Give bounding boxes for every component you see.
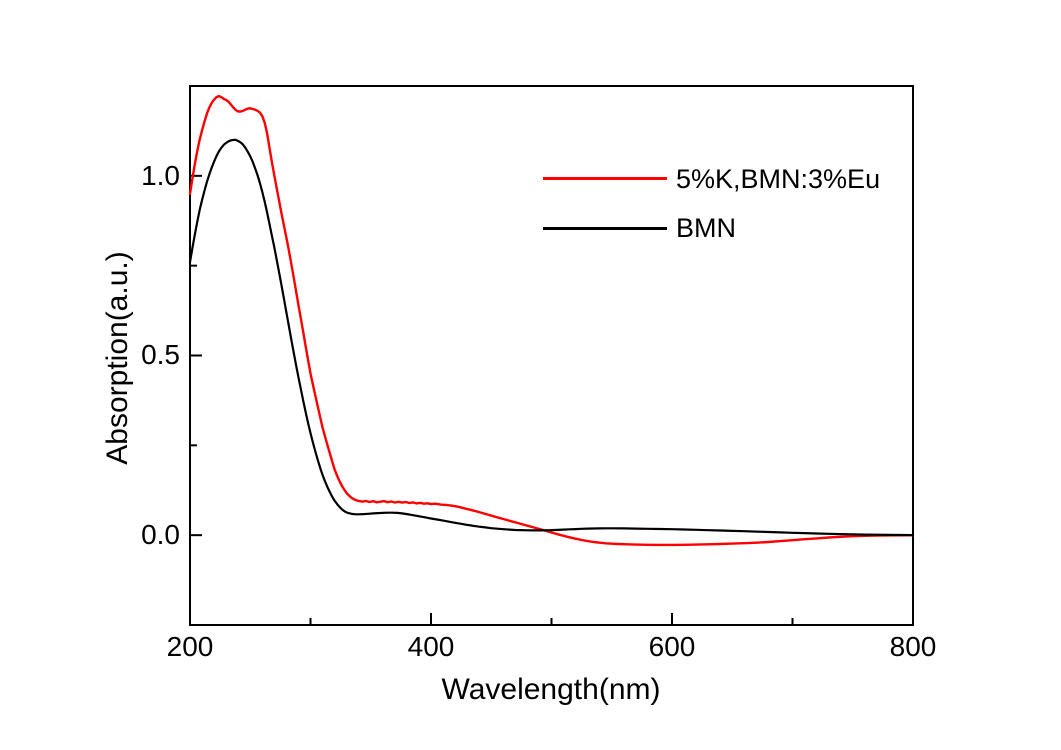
x-axis-title: Wavelength(nm) xyxy=(441,673,661,706)
x-axis-tick-label: 600 xyxy=(648,631,696,662)
x-axis-tick-label: 400 xyxy=(407,631,455,662)
y-axis-title: Absorption(a.u.) xyxy=(101,251,134,465)
y-axis-tick-label: 0.5 xyxy=(141,339,180,370)
x-axis-tick-label: 200 xyxy=(166,631,214,662)
legend-label-bmn: BMN xyxy=(676,213,736,243)
y-axis-tick-label: 1.0 xyxy=(141,160,180,191)
x-axis-tick-label: 800 xyxy=(889,631,937,662)
y-axis-tick-label: 0.0 xyxy=(141,519,180,550)
legend-line-sample-red xyxy=(543,177,667,180)
series-line-red-sample xyxy=(188,94,915,547)
plot-frame xyxy=(189,85,914,626)
legend-line-bmn-black xyxy=(543,227,667,230)
series-line-bmn xyxy=(188,138,915,537)
legend-label-sample: 5%K,BMN:3%Eu xyxy=(676,164,881,194)
